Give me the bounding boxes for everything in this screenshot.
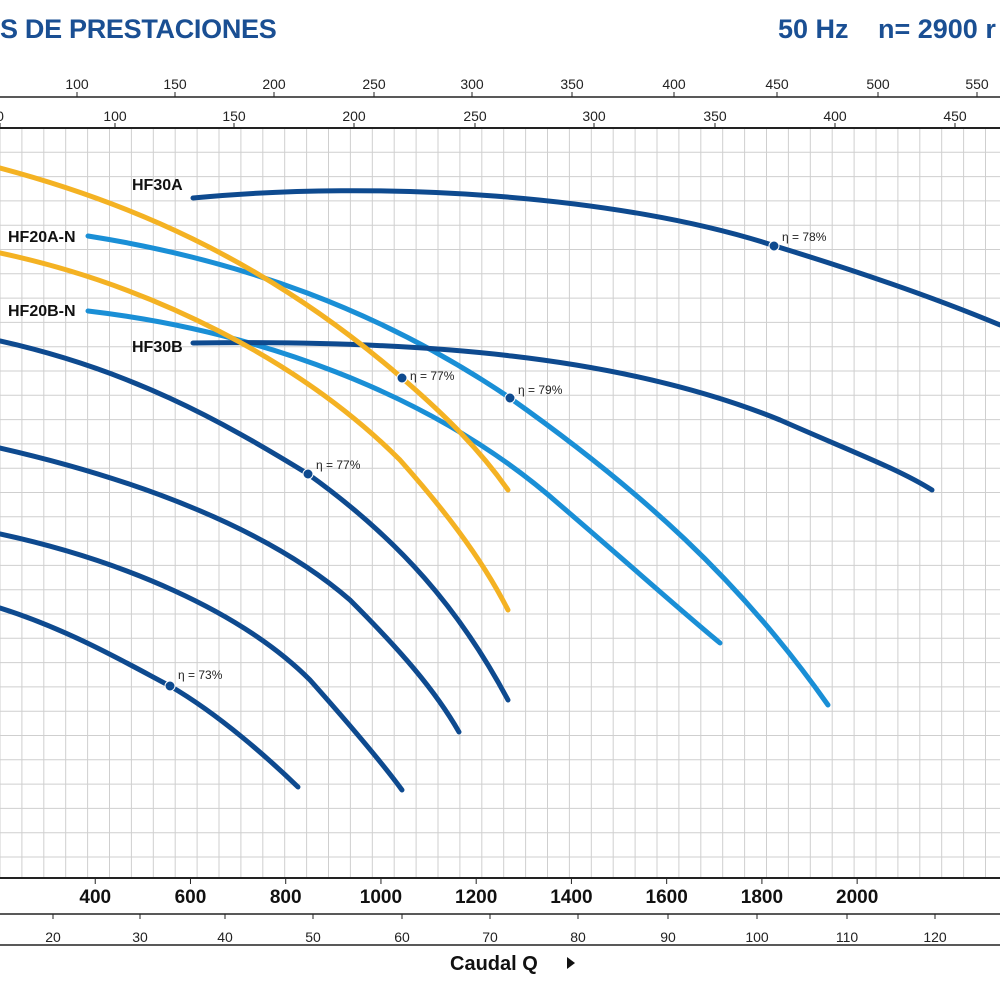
curve-dark-3 (0, 531, 405, 793)
curve-label-hf20b-n: HF20B-N (8, 303, 76, 320)
top-axis-1-tick: 450 (765, 76, 789, 92)
curve-hf20b-n (85, 308, 723, 646)
curve-labels: HF30A HF20A-N HF20B-N HF30B (8, 177, 183, 356)
curve-label-hf30a: HF30A (132, 177, 183, 194)
efficiency-label: η = 73% (178, 668, 223, 682)
bottom-axis-sub-tick: 70 (482, 929, 498, 945)
top-axis-1-tick: 400 (662, 76, 686, 92)
curve-dark-2 (0, 445, 462, 735)
curve-label-hf30b: HF30B (132, 339, 183, 356)
bottom-axis-tick: 1800 (741, 887, 783, 908)
top-axis-2-tick: 200 (342, 108, 366, 124)
bottom-axis-sub-tick: 50 (305, 929, 321, 945)
efficiency-dot (164, 680, 176, 692)
pump-curves (0, 165, 1000, 793)
efficiency-dot (396, 372, 408, 384)
efficiency-label: η = 77% (410, 369, 455, 383)
axis-frame (0, 96, 1000, 946)
curve-hf30b (190, 340, 935, 493)
top-axis-2-tick: 450 (943, 108, 967, 124)
top-axis-1-tick: 550 (965, 76, 989, 92)
bottom-axis-sub-tick: 30 (132, 929, 148, 945)
curve-orange-2 (0, 250, 511, 613)
efficiency-label: η = 77% (316, 458, 361, 472)
curve-label-hf20a-n: HF20A-N (8, 229, 76, 246)
bottom-axis-tick: 1000 (360, 887, 402, 908)
bottom-axis-sub-tick: 20 (45, 929, 61, 945)
top-axis-2-tick: 150 (222, 108, 246, 124)
efficiency-label: η = 79% (518, 383, 563, 397)
bottom-axis-sub-tick: 120 (923, 929, 947, 945)
bottom-axis-tick: 2000 (836, 887, 878, 908)
curve-orange-1 (0, 165, 511, 493)
top-axis-1-tick: 500 (866, 76, 890, 92)
bottom-axis-sub-ticks: 20 30 40 50 60 70 80 90 100 110 120 (45, 914, 947, 945)
efficiency-dot (768, 240, 780, 252)
top-axis-2-ticks: 0 100 150 200 250 300 350 400 450 (0, 108, 967, 128)
bottom-axis-ticks: 400 600 800 1000 1200 1400 1600 1800 2000 (79, 878, 878, 908)
top-axis-2-tick: 0 (0, 108, 4, 124)
x-axis-label: Caudal Q (450, 953, 538, 975)
top-axis-1-tick: 150 (163, 76, 187, 92)
top-axis-2-tick: 400 (823, 108, 847, 124)
top-axis-2-tick: 100 (103, 108, 127, 124)
top-axis-1-tick: 250 (362, 76, 386, 92)
chart-title: S DE PRESTACIONES (0, 14, 277, 44)
grid (0, 127, 1000, 878)
bottom-axis-sub-tick: 100 (745, 929, 769, 945)
bottom-axis-sub-tick: 90 (660, 929, 676, 945)
top-axis-2-tick: 350 (703, 108, 727, 124)
frequency-label: 50 Hz (778, 14, 849, 44)
curve-hf20a-n (85, 233, 831, 708)
bottom-axis-sub-tick: 80 (570, 929, 586, 945)
top-axis-1-ticks: 100 150 200 250 300 350 400 450 500 550 (65, 76, 989, 97)
top-axis-2-tick: 300 (582, 108, 606, 124)
top-axis-1-tick: 200 (262, 76, 286, 92)
top-axis-2-tick: 250 (463, 108, 487, 124)
bottom-axis-tick: 400 (79, 887, 111, 908)
bottom-axis-tick: 1200 (455, 887, 497, 908)
top-axis-1-tick: 350 (560, 76, 584, 92)
x-axis-arrow-icon (567, 957, 575, 969)
bottom-axis-tick: 600 (175, 887, 207, 908)
bottom-axis-sub-tick: 110 (836, 929, 859, 945)
bottom-axis-tick: 1600 (646, 887, 688, 908)
bottom-axis-tick: 1400 (550, 887, 592, 908)
efficiency-dot (504, 392, 516, 404)
top-axis-1-tick: 100 (65, 76, 89, 92)
curve-hf30a (190, 188, 1000, 328)
bottom-axis-sub-tick: 40 (217, 929, 233, 945)
efficiency-points: η = 78% η = 77% η = 79% η = 77% η = 73% (164, 230, 827, 692)
efficiency-label: η = 78% (782, 230, 827, 244)
speed-label: n= 2900 r (878, 14, 996, 44)
efficiency-dot (302, 468, 314, 480)
bottom-axis-tick: 800 (270, 887, 302, 908)
bottom-axis-sub-tick: 60 (394, 929, 410, 945)
x-axis-title: Caudal Q (450, 953, 575, 975)
top-axis-1-tick: 300 (460, 76, 484, 92)
